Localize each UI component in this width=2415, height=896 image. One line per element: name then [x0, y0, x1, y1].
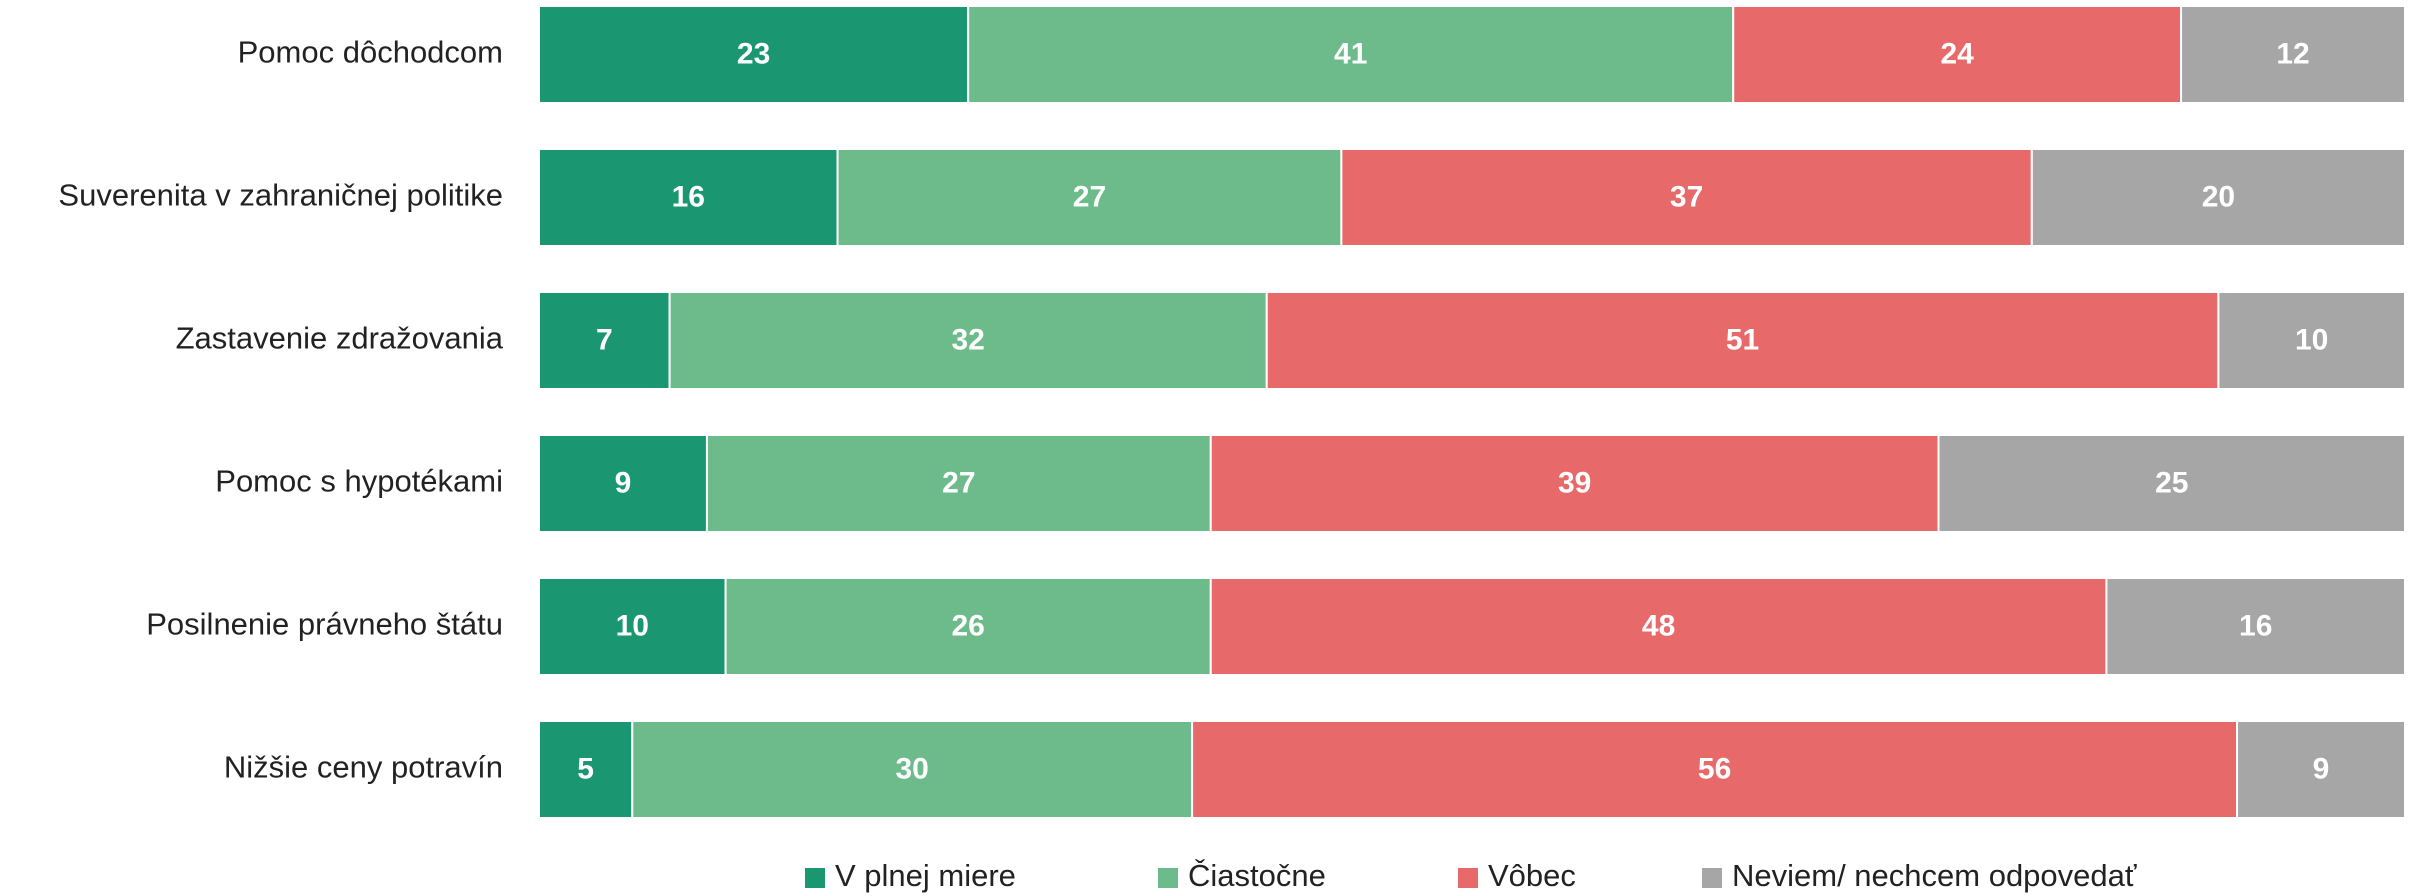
bar-segment: [836, 148, 1343, 247]
data-label: 56: [1698, 752, 1731, 785]
bar-segment: [1937, 434, 2406, 533]
data-label: 16: [672, 180, 705, 213]
data-label: 30: [896, 752, 929, 785]
legend-swatch: [805, 868, 825, 888]
data-label: 51: [1726, 323, 1759, 356]
category-label: Suverenita v zahraničnej politike: [58, 178, 503, 213]
bar-segment: [724, 577, 1212, 676]
category-label: Pomoc dôchodcom: [238, 35, 503, 70]
legend-swatch: [1702, 868, 1722, 888]
bar-segment: [538, 5, 970, 104]
data-label: 16: [2239, 609, 2272, 642]
data-label: 26: [951, 609, 984, 642]
legend-swatch: [1158, 868, 1178, 888]
data-label: 10: [2295, 323, 2328, 356]
bar-segment: [538, 434, 708, 533]
bar-segment: [1191, 720, 2239, 819]
bar-segment: [668, 291, 1268, 390]
legend-label: Vôbec: [1488, 858, 1576, 893]
bar-segment: [1732, 5, 2183, 104]
legend-label: V plnej miere: [835, 858, 1016, 893]
data-label: 9: [2313, 752, 2330, 785]
data-label: 41: [1334, 37, 1367, 70]
data-label: 20: [2202, 180, 2235, 213]
data-label: 48: [1642, 609, 1675, 642]
bar-segment: [2217, 291, 2406, 390]
bar-segment: [705, 434, 1212, 533]
category-label: Nižšie ceny potravín: [224, 750, 503, 785]
data-label: 9: [615, 466, 632, 499]
bar-segment: [538, 148, 839, 247]
data-label: 24: [1940, 37, 1974, 70]
data-label: 25: [2155, 466, 2188, 499]
data-label: 32: [951, 323, 984, 356]
legend-label: Čiastočne: [1188, 858, 1326, 893]
data-label: 39: [1558, 466, 1591, 499]
bar-segment: [631, 720, 1194, 819]
bar-segment: [538, 720, 634, 819]
data-label: 10: [616, 609, 649, 642]
category-label: Posilnenie právneho štátu: [146, 607, 503, 642]
bar-segment: [538, 291, 671, 390]
bar-segment: [538, 577, 727, 676]
data-label: 27: [942, 466, 975, 499]
bar-segment: [967, 5, 1735, 104]
data-label: 23: [737, 37, 770, 70]
bar-segment: [2180, 5, 2407, 104]
data-label: 5: [577, 752, 594, 785]
data-label: 27: [1073, 180, 1106, 213]
legend-swatch: [1458, 868, 1478, 888]
legend-label: Neviem/ nechcem odpovedať: [1732, 858, 2137, 893]
bar-segment: [1340, 148, 2033, 247]
category-label: Zastavenie zdražovania: [176, 321, 504, 356]
data-label: 7: [596, 323, 613, 356]
bar-segment: [2236, 720, 2407, 819]
data-label: 37: [1670, 180, 1703, 213]
bar-segment: [2030, 148, 2407, 247]
bar-segment: [1209, 434, 1940, 533]
bar-segment: [2105, 577, 2406, 676]
bar-segment: [1209, 577, 2108, 676]
data-label: 12: [2276, 37, 2309, 70]
category-label: Pomoc s hypotékami: [215, 464, 503, 499]
